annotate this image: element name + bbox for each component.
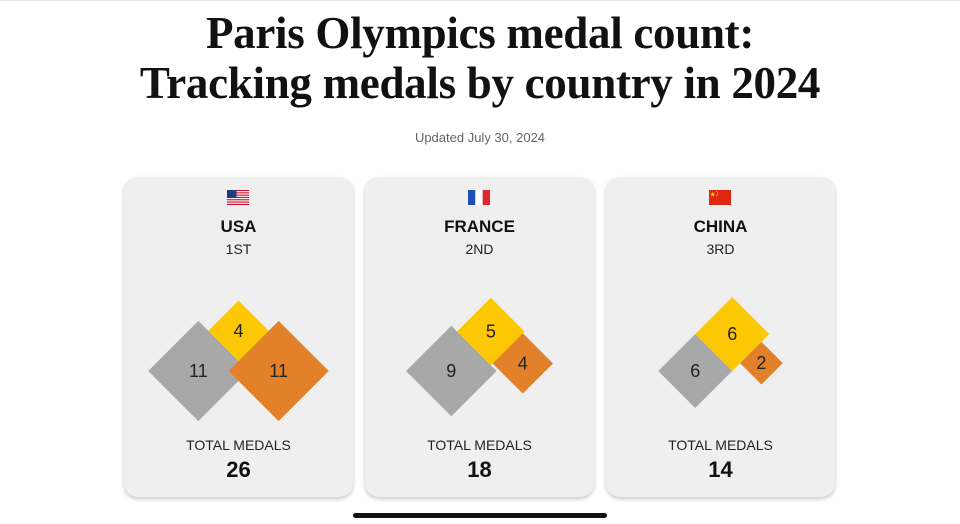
country-name: USA [220, 217, 257, 236]
china-flag-icon [709, 190, 731, 205]
top-divider [0, 0, 960, 1]
home-indicator[interactable] [353, 513, 607, 518]
silver-medal-diamond-shape [658, 334, 733, 408]
silver-medal-diamond: 9 [405, 325, 497, 417]
total-medals-value: 26 [226, 457, 251, 482]
bronze-medal-diamond-count: 11 [269, 361, 288, 381]
bronze-medal-diamond: 4 [492, 333, 554, 394]
country-card-usa[interactable]: USA 1ST 11 4 11 TOTAL MEDALS 26 [124, 177, 353, 497]
total-medals-value: 14 [708, 457, 733, 482]
bronze-medal-diamond-count: 2 [756, 353, 766, 373]
gold-medal-diamond-count: 4 [233, 321, 243, 341]
country-rank: 2ND [465, 241, 494, 257]
silver-medal-diamond-shape [405, 325, 497, 417]
usa-flag-icon [227, 190, 249, 205]
silver-medal-diamond-shape [148, 320, 249, 422]
gold-medal-diamond: 6 [695, 297, 770, 371]
total-medals-label: TOTAL MEDALS [668, 437, 773, 453]
total-medals-label: TOTAL MEDALS [186, 437, 291, 453]
gold-medal-diamond-count: 6 [727, 324, 737, 344]
country-rank: 1ST [225, 241, 252, 257]
total-medals-value: 18 [467, 457, 492, 482]
page-title-line-2: Tracking medals by country in 2024 [139, 58, 821, 108]
gold-medal-diamond-shape [457, 297, 525, 366]
total-medals-label: TOTAL MEDALS [427, 437, 532, 453]
country-rank: 3RD [706, 241, 735, 257]
medal-diamonds: 9 5 4 [405, 297, 554, 417]
country-card-france[interactable]: FRANCE 2ND 9 5 4 TOTAL MEDALS 18 [365, 177, 594, 497]
bronze-medal-diamond-count: 4 [518, 353, 528, 373]
silver-medal-diamond-count: 11 [189, 361, 208, 381]
gold-medal-diamond: 5 [457, 297, 525, 366]
silver-medal-diamond: 11 [148, 320, 249, 422]
france-flag-icon [468, 190, 490, 205]
medal-diamonds: 662 [658, 297, 783, 408]
bronze-medal-diamond-shape [228, 320, 329, 422]
gold-medal-diamond: 4 [208, 300, 269, 362]
bronze-medal-diamond: 11 [228, 320, 329, 422]
page-title-line-1: Paris Olympics medal count: [205, 8, 755, 58]
silver-medal-diamond-count: 6 [690, 361, 700, 381]
country-name: FRANCE [444, 217, 515, 236]
updated-timestamp: Updated July 30, 2024 [414, 130, 546, 145]
bronze-medal-diamond-shape [492, 333, 554, 394]
country-name: CHINA [693, 217, 748, 236]
silver-medal-diamond: 6 [658, 334, 733, 408]
silver-medal-diamond-count: 9 [446, 361, 456, 381]
gold-medal-diamond-shape [695, 297, 770, 371]
page-title: Paris Olympics medal count: Tracking med… [0, 8, 960, 108]
gold-medal-diamond-shape [208, 300, 269, 362]
gold-medal-diamond-count: 5 [486, 321, 496, 341]
medal-diamonds: 11 4 11 [148, 300, 329, 422]
